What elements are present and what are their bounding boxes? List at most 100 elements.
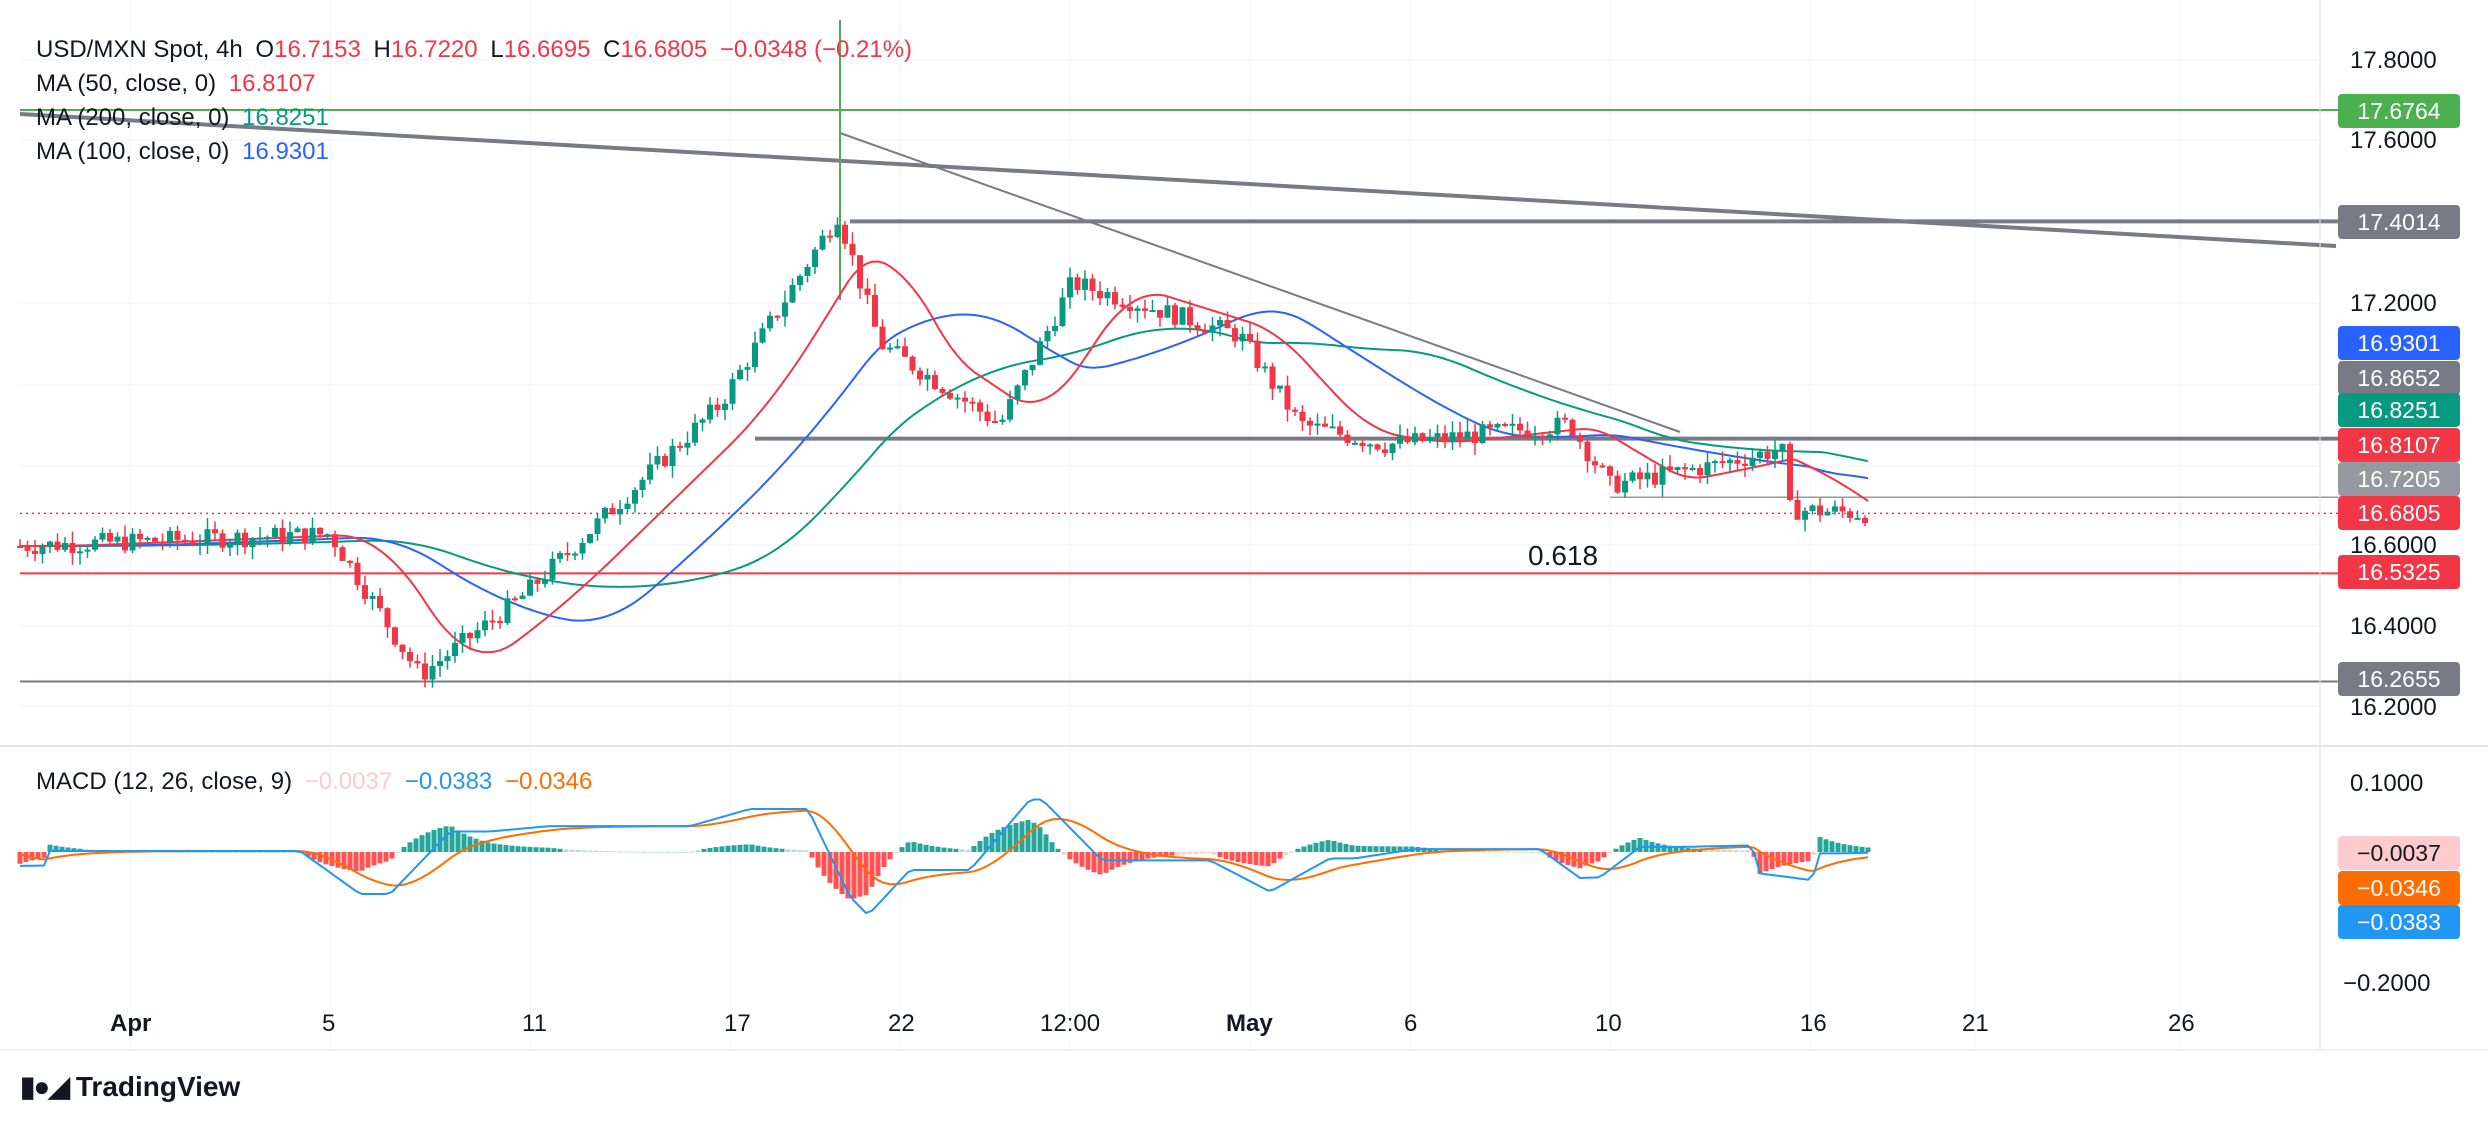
candle-body <box>279 527 286 543</box>
macd-histogram-bar <box>449 826 455 852</box>
candle-body <box>1764 451 1771 459</box>
ma200-legend[interactable]: MA (200, close, 0) 16.8251 <box>36 104 335 132</box>
macd-histogram-bar <box>1475 851 1481 853</box>
candle-body <box>1577 435 1583 442</box>
macd-histogram-bar <box>1073 852 1079 864</box>
macd-histogram-bar <box>1595 852 1601 862</box>
candle-body <box>392 627 398 645</box>
macd-histogram-bar <box>713 847 719 852</box>
macd-histogram-bar <box>1397 846 1403 852</box>
ma50-legend[interactable]: MA (50, close, 0) 16.8107 <box>36 70 322 98</box>
macd-histogram-bar <box>377 852 383 864</box>
candle-body <box>1037 341 1043 365</box>
candle-body <box>414 661 421 664</box>
macd-histogram-bar <box>53 845 59 852</box>
candle-body <box>542 579 548 584</box>
candle-body <box>189 540 196 545</box>
candle-body <box>1502 423 1508 426</box>
macd-histogram-bar <box>269 851 275 853</box>
macd-histogram-bar <box>905 842 911 852</box>
price-tag-fib: 16.5325 <box>2338 555 2460 589</box>
candle-body <box>1344 434 1351 443</box>
time-axis-label: 16 <box>1800 1010 1827 1037</box>
macd-histogram-bar <box>1721 850 1727 852</box>
macd-histogram-bar <box>917 843 923 852</box>
candle-body <box>92 539 98 550</box>
candle-body <box>759 328 766 343</box>
macd-histogram-bar <box>1121 852 1127 865</box>
macd-histogram-bar <box>599 850 605 852</box>
candle-body <box>834 224 841 237</box>
ma100-legend[interactable]: MA (100, close, 0) 16.9301 <box>36 138 335 166</box>
price-axis-label: 17.6000 <box>2350 127 2437 154</box>
macd-histogram-bar <box>539 847 545 852</box>
candle-body <box>917 370 923 380</box>
symbol-label[interactable]: USD/MXN Spot, 4h <box>36 36 243 63</box>
macd-histogram-bar <box>1223 852 1229 859</box>
horizontal-levels <box>20 109 2338 683</box>
macd-histogram-bar <box>725 845 731 852</box>
macd-histogram-bar <box>1385 846 1391 852</box>
macd-histogram-bar <box>1805 852 1811 862</box>
macd-histogram-bar <box>1601 852 1607 858</box>
candle-body <box>384 608 391 628</box>
candle-body <box>429 666 436 680</box>
candle-body <box>114 536 121 542</box>
candle-body <box>1757 451 1763 458</box>
close-value: 16.6805 <box>620 36 708 63</box>
candle-body <box>1547 434 1553 438</box>
candle-body <box>677 445 683 448</box>
candle-body <box>902 346 908 357</box>
macd-histogram-bar <box>575 850 581 852</box>
macd-histogram-bar <box>1625 842 1631 852</box>
macd-histogram-bar <box>1607 852 1613 853</box>
macd-histogram-bar <box>1511 851 1517 853</box>
macd-histogram-bar <box>257 851 263 853</box>
macd-histogram-bar <box>179 851 185 853</box>
candle-body <box>1397 436 1403 444</box>
macd-line <box>19 798 1869 915</box>
macd-histogram-bar <box>65 847 71 852</box>
tradingview-logo[interactable]: ▮●◢ TradingView <box>20 1070 240 1103</box>
macd-histogram-bar <box>887 852 893 860</box>
candle-body <box>1509 423 1516 426</box>
macd-histogram-bar <box>1169 852 1175 856</box>
time-axis-label: May <box>1226 1010 1273 1037</box>
candle-body <box>969 401 976 404</box>
candle-body <box>947 392 953 399</box>
fib-label: 0.618 <box>1528 540 1599 571</box>
macd-histogram-bar <box>977 840 983 852</box>
candle-body <box>1074 277 1081 290</box>
macd-histogram-bar <box>947 848 953 852</box>
time-axis-label: Apr <box>110 1010 152 1037</box>
macd-histogram-bar <box>1031 822 1037 852</box>
candle-body <box>587 534 593 543</box>
macd-signal-value: −0.0346 <box>504 768 593 795</box>
candle-body <box>1592 461 1598 466</box>
macd-histogram-bar <box>983 836 989 852</box>
macd-histogram-bar <box>1349 845 1355 852</box>
macd-histogram-bar <box>1403 846 1409 852</box>
ma200-value: 16.8251 <box>242 104 329 131</box>
macd-histogram-bar <box>1355 845 1361 852</box>
candle-body <box>99 532 106 540</box>
macd-histogram-bar <box>647 851 653 853</box>
candle-body <box>227 543 233 548</box>
moving-averages <box>20 260 1869 654</box>
macd-histogram-bar <box>1367 846 1373 852</box>
candle-body <box>212 529 218 534</box>
macd-histogram-bar <box>1061 852 1067 855</box>
macd-histogram-bar <box>803 850 809 852</box>
macd-histogram-bar <box>1811 852 1817 855</box>
open-value: 16.7153 <box>274 36 361 63</box>
time-axis-label: 22 <box>888 1010 915 1037</box>
candle-body <box>729 379 736 404</box>
macd-histogram-bar <box>371 852 377 866</box>
macd-legend[interactable]: MACD (12, 26, close, 9) −0.0037 −0.0383 … <box>36 768 598 796</box>
macd-histogram-bar <box>611 851 617 853</box>
candle-body <box>459 632 466 643</box>
macd-histogram-bar <box>1361 845 1367 852</box>
candle-body <box>1494 423 1501 428</box>
price-axis-label: 16.6000 <box>2350 532 2437 559</box>
